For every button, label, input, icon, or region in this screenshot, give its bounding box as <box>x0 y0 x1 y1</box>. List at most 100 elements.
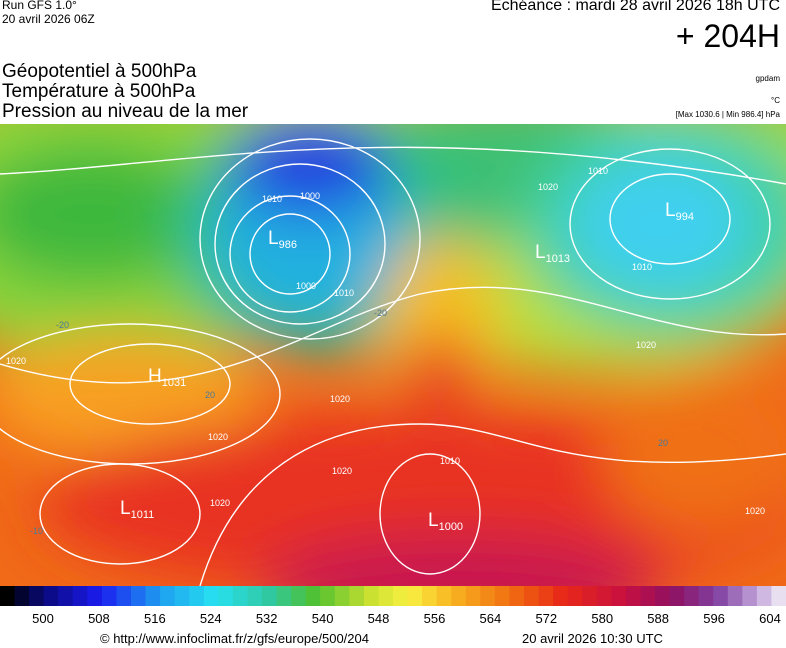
colorbar-label: 532 <box>256 611 278 626</box>
center-letter: L <box>535 242 546 263</box>
color-swatch <box>262 586 278 606</box>
color-swatch <box>465 586 481 606</box>
color-swatch <box>451 586 467 606</box>
color-swatch <box>494 586 510 606</box>
colorbar-label: 540 <box>312 611 334 626</box>
color-swatch <box>640 586 656 606</box>
center-letter: L <box>665 200 676 221</box>
color-swatch <box>145 586 161 606</box>
color-swatch <box>218 586 234 606</box>
color-swatch <box>524 586 540 606</box>
color-swatch <box>393 586 409 606</box>
contour-label: -20 <box>56 320 69 330</box>
color-swatch <box>669 586 685 606</box>
color-swatch <box>378 586 394 606</box>
pressure-center: L1011 <box>120 498 154 521</box>
color-swatch <box>29 586 45 606</box>
colorbar-label: 572 <box>535 611 557 626</box>
contour-label: 1010 <box>588 166 608 176</box>
center-value: 1000 <box>439 521 463 533</box>
contour-label: 1020 <box>330 394 350 404</box>
color-swatch <box>538 586 554 606</box>
contour-label: 1010 <box>632 262 652 272</box>
contour-label: 20 <box>205 390 215 400</box>
color-swatch <box>611 586 627 606</box>
color-swatch <box>655 586 671 606</box>
color-swatch <box>407 586 423 606</box>
run-date: 20 avril 2026 06Z <box>2 12 95 26</box>
color-swatch <box>291 586 307 606</box>
contour-label: 1020 <box>332 466 352 476</box>
pressure-center: L1000 <box>428 510 463 533</box>
contour-label: 1010 <box>262 194 282 204</box>
color-swatch <box>87 586 103 606</box>
color-swatch <box>480 586 496 606</box>
colorbar-label: 500 <box>32 611 54 626</box>
color-swatch <box>363 586 379 606</box>
field: Géopotentiel à 500hPa <box>2 61 197 82</box>
colorbar-label: 596 <box>703 611 725 626</box>
color-swatch <box>72 586 88 606</box>
color-swatch <box>742 586 758 606</box>
color-swatch <box>101 586 117 606</box>
color-swatch <box>698 586 714 606</box>
color-swatch <box>116 586 132 606</box>
colorbar-label: 564 <box>480 611 502 626</box>
color-swatch <box>771 586 786 606</box>
contour-label: 20 <box>658 438 668 448</box>
color-swatch <box>305 586 321 606</box>
color-swatch <box>131 586 147 606</box>
colorbar-label: 604 <box>759 611 781 626</box>
center-letter: L <box>428 510 439 531</box>
color-swatch <box>596 586 612 606</box>
color-swatch <box>189 586 205 606</box>
color-swatch <box>727 586 743 606</box>
unit: [Max 1030.6 | Min 986.4] hPa <box>675 110 780 119</box>
contour-label: 1010 <box>440 456 460 466</box>
color-swatch <box>756 586 772 606</box>
color-swatch <box>684 586 700 606</box>
center-value: 1013 <box>546 253 570 265</box>
colorbar: 500 508 516 524 532 540 548 556 564 572 580 588 596 6… <box>0 586 786 626</box>
color-swatch <box>276 586 292 606</box>
color-swatch <box>14 586 30 606</box>
center-value: 1011 <box>131 509 155 521</box>
run: Run GFS 1.0° <box>2 0 77 12</box>
pressure-center: L986 <box>268 228 297 251</box>
pressure-center: L1013 <box>535 242 570 265</box>
color-swatch <box>174 586 190 606</box>
color-swatch <box>436 586 452 606</box>
center-value: 986 <box>279 239 297 251</box>
unit: °C <box>771 96 780 105</box>
color-swatch <box>553 586 569 606</box>
colorbar-label: 508 <box>88 611 110 626</box>
color-swatch <box>713 586 729 606</box>
center-letter: L <box>120 498 131 519</box>
color-swatch <box>58 586 74 606</box>
source-url: © http://www.infoclimat.fr/z/gfs/europe/… <box>100 631 369 646</box>
center-value: 1031 <box>162 377 186 389</box>
colorbar-label: 548 <box>368 611 390 626</box>
unit: gpdam <box>755 74 780 83</box>
field: Température à 500hPa <box>2 81 196 102</box>
color-swatch <box>349 586 365 606</box>
pressure-center: L994 <box>665 200 694 223</box>
colorbar-label: 524 <box>200 611 222 626</box>
center-value: 994 <box>676 211 694 223</box>
generated-time: 20 avril 2026 10:30 UTC <box>522 631 663 646</box>
colorbar-label: 556 <box>424 611 446 626</box>
color-swatch <box>582 586 598 606</box>
color-swatch <box>232 586 248 606</box>
lead-time: + 204H <box>675 18 780 54</box>
contour-label: 1020 <box>208 432 228 442</box>
contour-label: 1000 <box>296 281 316 291</box>
contour-label: -10 <box>30 526 43 536</box>
color-swatch <box>43 586 59 606</box>
color-swatch <box>0 586 16 606</box>
color-swatch <box>334 586 350 606</box>
color-swatch <box>160 586 176 606</box>
contour-label: 1020 <box>745 506 765 516</box>
color-swatch <box>567 586 583 606</box>
